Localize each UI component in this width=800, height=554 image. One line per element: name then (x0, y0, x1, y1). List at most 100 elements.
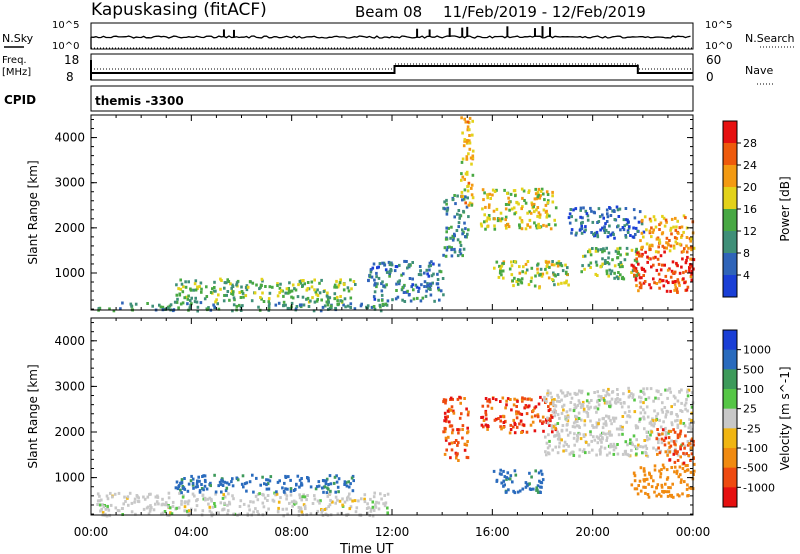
colorbar-cell (723, 187, 737, 210)
y-tick-label: 3000 (54, 379, 85, 393)
y-tick-label: 2000 (54, 425, 85, 439)
colorbar-cell (723, 330, 737, 351)
y-tick-label: 1000 (54, 266, 85, 280)
freq-unit-label: [MHz] (2, 67, 31, 78)
colorbar-tick-label: 4 (743, 269, 750, 282)
freq-tick-bottom: 8 (66, 70, 74, 84)
y-tick-label: 4000 (54, 131, 85, 145)
data-region-5 (479, 187, 558, 231)
data-region-1 (174, 473, 355, 495)
freq-trace (90, 60, 693, 80)
colorbar-cell (723, 275, 737, 298)
nsearch-tick-top: 10^5 (705, 20, 732, 31)
y-tick-label: 1000 (54, 471, 85, 485)
nsky-tick-top: 10^5 (52, 20, 79, 31)
freq-label: Freq. (2, 55, 27, 66)
nsearch-label: N.Search (745, 32, 795, 45)
data-region-3 (480, 395, 558, 435)
nave-tick-bottom: 0 (706, 70, 714, 84)
cpid-label: CPID (4, 93, 36, 107)
y-tick-label: 4000 (54, 334, 85, 348)
colorbar-tick-label: -500 (743, 462, 768, 475)
data-region-9 (630, 250, 696, 294)
colorbar-title: Power [dB] (778, 176, 792, 241)
colorbar-tick-label: 1000 (743, 344, 771, 357)
data-region-0 (97, 301, 389, 313)
data-region-7 (580, 246, 640, 281)
y-axis-title: Slant Range [km] (26, 160, 40, 264)
colorbar-cell (723, 209, 737, 232)
colorbar-tick-label: 20 (743, 181, 757, 194)
data-region-1 (173, 277, 357, 304)
time-axis: 00:00 04:00 08:00 12:00 16:00 20:00 00:00 (74, 525, 711, 539)
colorbar-cell (723, 369, 737, 390)
colorbar-cell (723, 143, 737, 166)
x-tick-label: 08:00 (274, 525, 309, 539)
cpid-value: themis -3300 (95, 94, 184, 108)
data-region-10 (639, 214, 696, 254)
colorbar-cell (723, 408, 737, 429)
y-tick-label: 2000 (54, 221, 85, 235)
colorbar-tick-label: -25 (743, 422, 761, 435)
colorbar-cell (723, 448, 737, 469)
data-region-7 (655, 428, 696, 467)
data-region-4 (460, 116, 475, 207)
colorbar-cell (723, 389, 737, 410)
heatmap-frame (90, 317, 694, 516)
colorbar-tick-label: 500 (743, 363, 764, 376)
colorbar-cell (723, 253, 737, 276)
nsky-trace (90, 26, 693, 49)
x-tick-label: 16:00 (475, 525, 510, 539)
colorbar-cell (723, 487, 737, 508)
colorbar-tick-label: 25 (743, 403, 757, 416)
data-region-2 (367, 259, 445, 303)
velocity-heatmap-panel: 4000 3000 2000 1000 Slant Range [km] (26, 317, 696, 518)
data-region-8 (567, 205, 646, 240)
colorbar-cell (723, 467, 737, 488)
x-tick-label: 20:00 (575, 525, 610, 539)
nsky-panel-frame (90, 22, 694, 50)
colorbar-cell (723, 231, 737, 254)
colorbar-tick-label: 12 (743, 225, 757, 238)
colorbar-tick-label: 16 (743, 203, 757, 216)
power-heatmap-panel: 4000 3000 2000 1000 Slant Range [km] (26, 114, 696, 313)
data-region-4 (492, 468, 545, 495)
colorbar-tick-label: 8 (743, 247, 750, 260)
data-region-2 (442, 395, 470, 462)
x-tick-label: 04:00 (174, 525, 209, 539)
data-region-5 (542, 386, 695, 458)
nave-label: Nave (745, 64, 773, 77)
colorbar-tick-label: -100 (743, 442, 768, 455)
colorbar-tick-label: -1000 (743, 481, 775, 494)
x-tick-label: 00:00 (676, 525, 711, 539)
colorbar-tick-label: 100 (743, 383, 764, 396)
y-tick-label: 3000 (54, 176, 85, 190)
colorbar-frame (722, 329, 738, 508)
nsky-label: N.Sky (2, 32, 34, 45)
colorbar-cell (723, 349, 737, 370)
colorbar-tick-label: 28 (743, 137, 757, 150)
beam-label: Beam 08 (355, 3, 422, 21)
nsky-tick-bottom: 10^0 (52, 41, 79, 52)
nave-tick-top: 60 (706, 53, 721, 67)
colorbar-cell (723, 165, 737, 188)
data-region-6 (493, 259, 570, 290)
power-colorbar: 28 24 20 16 12 8 4 Power [dB] (722, 120, 792, 298)
data-region-6 (630, 464, 696, 499)
nsearch-tick-bottom: 10^0 (705, 41, 732, 52)
nave-line (91, 63, 693, 70)
freq-tick-top: 18 (64, 53, 79, 67)
freq-line (91, 65, 693, 74)
x-axis-title: Time UT (339, 542, 393, 554)
colorbar-title: Velocity [m s^-1] (778, 366, 792, 470)
colorbar-tick-label: 24 (743, 159, 757, 172)
colorbar-cell (723, 121, 737, 144)
cpid-panel-frame (90, 85, 694, 112)
x-tick-label: 00:00 (74, 525, 109, 539)
x-tick-label: 12:00 (375, 525, 410, 539)
y-axis-title: Slant Range [km] (26, 364, 40, 468)
station-title: Kapuskasing (fitACF) (91, 0, 267, 20)
colorbar-cell (723, 428, 737, 449)
